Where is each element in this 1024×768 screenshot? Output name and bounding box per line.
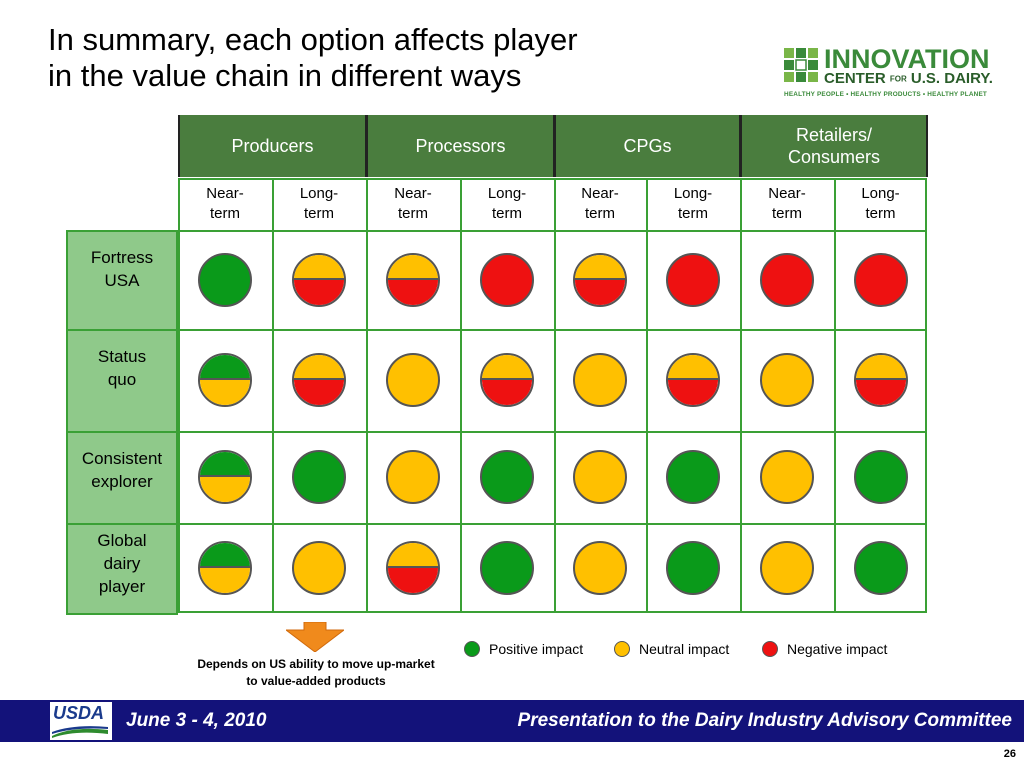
footer-date: June 3 - 4, 2010 [126, 710, 267, 731]
impact-indicator-icon [480, 450, 534, 504]
legend-label: Negative impact [787, 641, 888, 657]
logo-tagline: HEALTHY PEOPLE • HEALTHY PRODUCTS • HEAL… [784, 91, 988, 98]
row-label-status: Status quo [66, 329, 178, 433]
row-label-global: Global dairy player [66, 523, 178, 615]
grid-vertical-line [834, 178, 836, 613]
impact-indicator-icon [198, 450, 252, 504]
grid-horizontal-line [178, 431, 927, 433]
footer-title: Presentation to the Dairy Industry Advis… [517, 710, 1012, 731]
impact-indicator-icon [853, 450, 908, 504]
column-header-producers: Producers [178, 115, 367, 177]
legend-item-neutral: Neutral impact [614, 634, 729, 664]
impact-indicator-icon [666, 450, 720, 504]
grid-vertical-line [740, 178, 742, 613]
grid-vertical-line [272, 178, 274, 613]
down-arrow-icon [286, 622, 344, 652]
impact-indicator-icon [573, 252, 627, 307]
logo-grid-icon [784, 48, 818, 82]
subcolumn-header: Near-term [394, 185, 432, 222]
usda-swoosh-icon [52, 726, 108, 738]
subcolumn-header: Near-term [581, 185, 619, 222]
subcolumn-header: Long-term [673, 185, 713, 222]
impact-indicator-icon [292, 450, 346, 504]
usda-logo: USDA [50, 702, 112, 740]
column-header-processors: Processors [366, 115, 555, 177]
grid-horizontal-line [178, 230, 927, 232]
legend-label: Neutral impact [639, 641, 730, 657]
grid-horizontal-line [178, 523, 927, 525]
subcolumn-header: Near-term [206, 185, 244, 222]
legend-item-negative: Negative impact [762, 634, 887, 664]
page-number: 26 [1003, 748, 1016, 760]
grid-vertical-line [366, 178, 368, 613]
slide-title: In summary, each option affects player i… [48, 22, 578, 94]
impact-indicator-icon [853, 252, 908, 307]
impact-indicator-icon [292, 252, 346, 307]
slide-title-line1: In summary, each option affects player [48, 22, 578, 57]
column-header-cpgs: CPGs [554, 115, 741, 177]
impact-indicator-icon [760, 252, 814, 307]
usda-logo-text: USDA [53, 703, 105, 723]
grid-horizontal-line [178, 329, 927, 331]
impact-indicator-icon [666, 252, 720, 307]
impact-indicator-icon [386, 541, 440, 595]
impact-indicator-icon [480, 541, 534, 595]
dependency-note: Depends on US ability to move up-market … [197, 657, 435, 688]
impact-indicator-icon [573, 450, 627, 504]
impact-indicator-icon [480, 252, 534, 307]
impact-indicator-icon [666, 541, 720, 595]
grid-vertical-line [646, 178, 648, 613]
impact-indicator-icon [853, 353, 908, 407]
neutral-dot-icon [614, 641, 630, 657]
negative-dot-icon [762, 641, 778, 657]
subcolumn-header: Near-term [768, 185, 806, 222]
column-header-retailers: Retailers/Consumers [740, 115, 928, 177]
row-label-consistent: Consistent explorer [66, 431, 178, 525]
impact-indicator-icon [198, 541, 252, 595]
innovation-center-logo: INNOVATION CENTER FOR U.S. DAIRY. HEALTH… [784, 44, 994, 106]
subcolumn-header: Long-term [299, 185, 339, 222]
positive-dot-icon [464, 641, 480, 657]
grid-vertical-line [554, 178, 556, 613]
impact-indicator-icon [760, 541, 814, 595]
grid-vertical-line [460, 178, 462, 613]
logo-text-center: CENTER FOR U.S. DAIRY. [824, 70, 993, 87]
impact-indicator-icon [292, 353, 346, 407]
impact-indicator-icon [480, 353, 534, 407]
impact-indicator-icon [573, 353, 627, 407]
impact-indicator-icon [198, 252, 252, 307]
impact-indicator-icon [853, 541, 908, 595]
subcolumn-header: Long-term [861, 185, 900, 222]
logo-text-center-word: CENTER [824, 70, 886, 87]
impact-indicator-icon [386, 353, 440, 407]
impact-indicator-icon [386, 450, 440, 504]
impact-indicator-icon [292, 541, 346, 595]
footer-bar [0, 700, 1024, 742]
matrix-grid [178, 178, 927, 613]
impact-indicator-icon [386, 252, 440, 307]
subcolumn-header: Long-term [487, 185, 527, 222]
impact-indicator-icon [198, 353, 252, 407]
impact-indicator-icon [760, 353, 814, 407]
logo-text-for: FOR [889, 74, 907, 84]
logo-text-innovation: INNOVATION [824, 44, 990, 74]
legend-item-positive: Positive impact [464, 634, 583, 664]
impact-indicator-icon [760, 450, 814, 504]
impact-indicator-icon [666, 353, 720, 407]
logo-text-usdairy: U.S. DAIRY. [910, 70, 993, 87]
legend-label: Positive impact [489, 641, 584, 657]
slide-title-line2: in the value chain in different ways [48, 58, 522, 93]
row-label-fortress: Fortress USA [66, 230, 178, 331]
impact-indicator-icon [573, 541, 627, 595]
